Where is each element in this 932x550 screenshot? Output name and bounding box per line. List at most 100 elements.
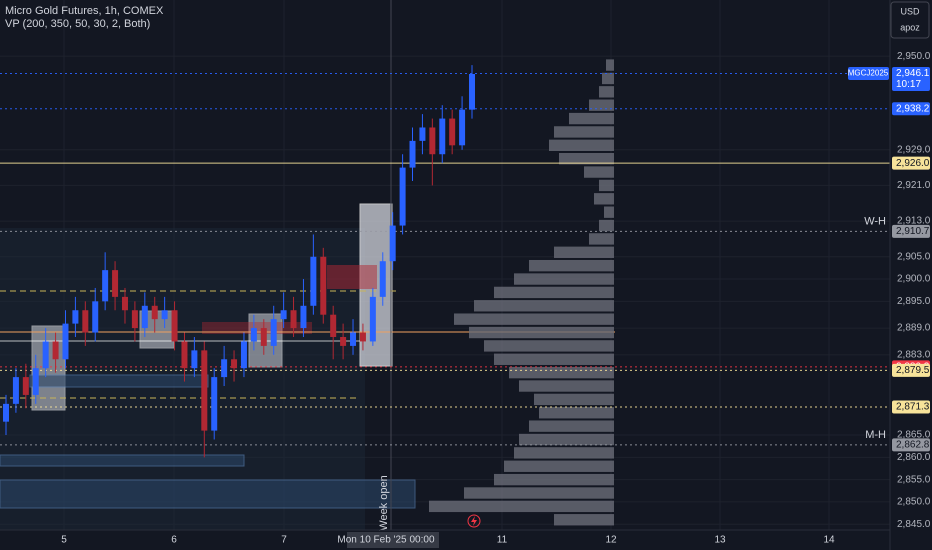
volume-bar — [559, 153, 614, 165]
zone — [0, 454, 245, 467]
indicator: VP (200, 350, 50, 30, 2, Both) — [5, 18, 150, 30]
y-tick-label: 2,855.0 — [897, 474, 931, 485]
price-badge — [892, 224, 930, 238]
volume-bar — [454, 313, 614, 325]
candles — [3, 65, 475, 458]
candle-body — [62, 323, 69, 360]
price-badge — [892, 102, 930, 116]
candle-body — [389, 225, 396, 262]
candle-body — [191, 350, 198, 369]
volume-bar — [599, 219, 614, 232]
candle-body — [32, 368, 39, 395]
candle-body — [260, 328, 267, 346]
candle-body — [102, 270, 109, 302]
candle-body — [161, 310, 168, 320]
y-tick-label: 2,860.0 — [897, 452, 931, 463]
volume-bar — [569, 112, 614, 125]
candle-body — [399, 167, 406, 226]
x-tick-label: 5 — [61, 535, 67, 546]
volume-bar — [606, 59, 614, 71]
zone — [202, 322, 312, 334]
volume-bar — [554, 246, 614, 258]
y-tick-label: 2,921.0 — [897, 180, 931, 191]
candle-body — [181, 341, 188, 369]
volume-bar — [589, 233, 614, 245]
y-tick-label: 2,950.0 — [897, 51, 931, 62]
level-tag: W-H — [864, 215, 886, 227]
volume-bar — [584, 166, 614, 178]
y-tick-label: 2,883.0 — [897, 349, 931, 360]
volume-bar — [534, 393, 614, 406]
candle-body — [330, 314, 337, 337]
candle-body — [231, 359, 238, 369]
candle-body — [290, 310, 297, 329]
x-tick-label: Mon 10 Feb '25 — [337, 535, 407, 546]
candle-body — [72, 310, 79, 324]
y-tick-label: 2,913.0 — [897, 216, 931, 227]
volume-bar — [604, 206, 614, 218]
candle-body — [429, 127, 436, 155]
x-tick-label: 7 — [281, 535, 287, 546]
currency: USD — [900, 6, 920, 16]
price-badge — [892, 67, 930, 92]
currency-box[interactable] — [890, 1, 930, 39]
candle-body — [221, 359, 228, 378]
price-badge-label: 2,946.1 — [896, 68, 930, 79]
candle-body — [82, 310, 89, 333]
candle-body — [121, 296, 128, 311]
candle-body — [459, 109, 466, 146]
y-tick-label: 2,865.0 — [897, 430, 931, 441]
event-icon[interactable] — [471, 516, 477, 526]
candle-body — [369, 296, 376, 342]
volume-bar — [469, 326, 614, 339]
volume-bar — [514, 447, 614, 459]
price-badge-sub: 10:17 — [896, 79, 921, 90]
event-icon[interactable] — [467, 514, 481, 528]
volume-bar — [594, 193, 614, 205]
y-tick-label: 2,900.0 — [897, 274, 931, 285]
price-badge-label: 2,926.0 — [896, 158, 930, 169]
y-tick-label: 2,895.0 — [897, 296, 931, 307]
candle-body — [280, 310, 287, 320]
candle-body — [340, 336, 347, 346]
candle-body — [350, 332, 357, 346]
candle-body — [141, 305, 148, 329]
candle-body — [240, 341, 247, 369]
price-badge-label: 2,938.2 — [896, 103, 930, 114]
volume-bar — [529, 259, 614, 272]
y-tick-label: 2,889.0 — [897, 323, 931, 334]
candle-body — [409, 140, 416, 168]
x-tick-label: 6 — [171, 535, 177, 546]
x-label-box — [347, 532, 439, 548]
candle-body — [310, 256, 317, 306]
candle-body — [112, 270, 119, 297]
candle-body — [12, 377, 19, 404]
title: Micro Gold Futures, 1h, COMEX — [5, 5, 164, 17]
candle-body — [92, 301, 99, 333]
symbol-tag-label: MGCJ2025 — [848, 69, 889, 78]
price-badge — [892, 438, 930, 452]
levels — [0, 73, 890, 446]
candle-body — [151, 305, 158, 320]
volume-bar — [539, 407, 614, 419]
candle-body — [211, 377, 218, 431]
volume-bar — [519, 380, 614, 392]
candle-body — [320, 256, 327, 315]
candle-body — [201, 350, 208, 431]
volume-profile — [429, 59, 614, 526]
x-tick-label: 12 — [605, 535, 617, 546]
volume-bar — [464, 487, 614, 499]
candle-body — [270, 319, 277, 346]
volume-bar — [504, 460, 614, 472]
volume-bar — [494, 286, 614, 299]
volume-bar — [474, 300, 614, 312]
volume-bar — [599, 179, 614, 192]
price-badge-label: 2,862.8 — [896, 440, 930, 451]
y-tick-label: 2,905.0 — [897, 251, 931, 262]
volume-bar — [519, 433, 614, 446]
x-tick-label: 13 — [714, 535, 726, 546]
candle-body — [52, 341, 59, 360]
price-badge — [892, 156, 930, 170]
volume-bar — [494, 353, 614, 365]
zone — [0, 479, 416, 509]
